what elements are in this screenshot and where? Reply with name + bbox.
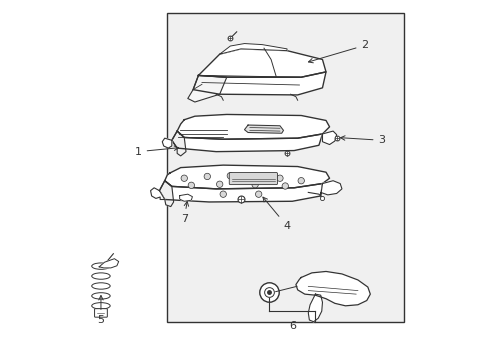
Ellipse shape bbox=[92, 293, 110, 299]
Polygon shape bbox=[193, 72, 325, 95]
Circle shape bbox=[251, 173, 258, 180]
Polygon shape bbox=[171, 131, 322, 152]
Circle shape bbox=[282, 183, 288, 189]
Circle shape bbox=[255, 191, 262, 197]
Polygon shape bbox=[219, 44, 286, 54]
Polygon shape bbox=[171, 131, 185, 156]
Ellipse shape bbox=[92, 273, 110, 279]
Circle shape bbox=[226, 172, 233, 179]
Polygon shape bbox=[164, 165, 329, 189]
Polygon shape bbox=[295, 271, 369, 306]
Text: 5: 5 bbox=[97, 296, 104, 325]
Circle shape bbox=[181, 175, 187, 181]
Polygon shape bbox=[322, 131, 336, 145]
Polygon shape bbox=[177, 114, 329, 139]
Circle shape bbox=[203, 173, 210, 180]
FancyBboxPatch shape bbox=[94, 309, 107, 317]
Circle shape bbox=[220, 191, 226, 197]
Ellipse shape bbox=[92, 303, 110, 309]
Text: 6: 6 bbox=[288, 321, 295, 331]
Text: 1: 1 bbox=[134, 146, 178, 157]
Text: 4: 4 bbox=[263, 197, 290, 231]
Polygon shape bbox=[320, 181, 341, 196]
Polygon shape bbox=[307, 294, 322, 322]
Circle shape bbox=[297, 177, 304, 184]
Ellipse shape bbox=[92, 263, 110, 269]
FancyBboxPatch shape bbox=[229, 172, 277, 185]
Polygon shape bbox=[150, 188, 164, 199]
Polygon shape bbox=[244, 125, 283, 133]
Circle shape bbox=[216, 181, 223, 188]
Text: 7: 7 bbox=[180, 202, 188, 224]
Bar bbox=[166, 13, 403, 322]
Polygon shape bbox=[187, 76, 226, 102]
Polygon shape bbox=[179, 194, 192, 201]
Circle shape bbox=[188, 182, 194, 189]
Polygon shape bbox=[198, 49, 325, 77]
Text: 2: 2 bbox=[308, 40, 368, 63]
Circle shape bbox=[251, 181, 258, 188]
Polygon shape bbox=[159, 181, 322, 202]
Polygon shape bbox=[159, 181, 173, 207]
Text: 3: 3 bbox=[340, 135, 385, 145]
Polygon shape bbox=[99, 259, 119, 268]
Circle shape bbox=[276, 175, 283, 181]
Polygon shape bbox=[162, 138, 171, 148]
Ellipse shape bbox=[92, 283, 110, 289]
